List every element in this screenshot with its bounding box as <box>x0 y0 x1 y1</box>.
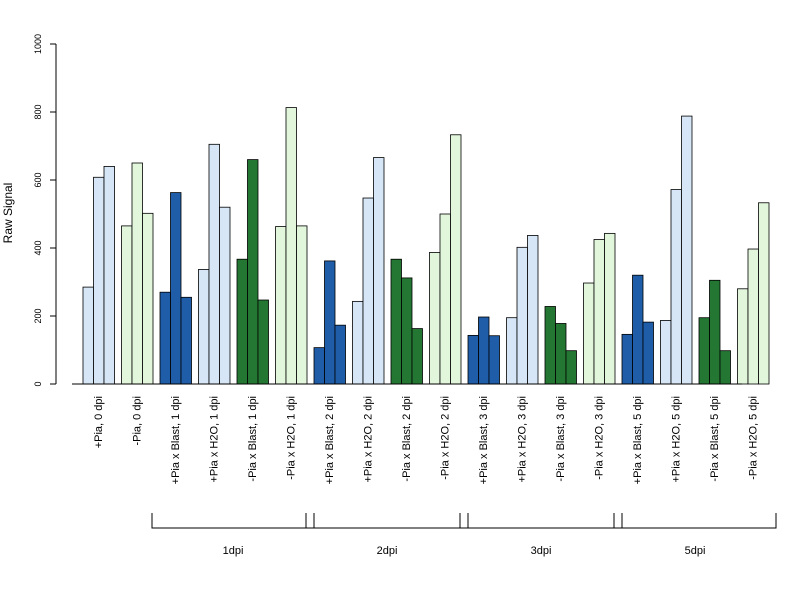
bar <box>527 235 539 385</box>
bar <box>208 143 220 385</box>
x-tick-label: +Pia, 0 dpi <box>93 396 105 448</box>
bar <box>121 225 133 385</box>
y-tick-label: 200 <box>33 308 43 323</box>
bar <box>506 317 518 385</box>
bar <box>429 252 441 385</box>
bracket <box>305 513 469 529</box>
x-tick-labels: +Pia, 0 dpi -Pia, 0 dpi +Pia x Blast, 1 dp… <box>93 396 760 484</box>
bar <box>313 347 325 385</box>
x-tick-label: +Pia x Blast, 5 dpi <box>632 396 644 484</box>
x-tick-label: +Pia x H2O, 5 dpi <box>670 396 682 483</box>
x-tick-label: -Pia x H2O, 3 dpi <box>593 396 605 480</box>
x-tick-label: +Pia x Blast, 2 dpi <box>324 396 336 484</box>
x-tick-label: -Pia x H2O, 5 dpi <box>747 396 759 480</box>
bar <box>632 274 644 385</box>
bracket <box>613 513 777 529</box>
y-tick-label: 0 <box>33 381 43 386</box>
bracket-label: 1dpi <box>223 545 244 557</box>
x-tick-label: +Pia x Blast, 3 dpi <box>478 396 490 484</box>
bar <box>236 258 248 385</box>
y-axis-label: Raw Signal <box>1 183 15 244</box>
x-tick-label: -Pia, 0 dpi <box>131 396 143 446</box>
bar <box>604 232 616 385</box>
bar <box>642 321 654 385</box>
bar <box>142 212 154 385</box>
bar <box>555 323 567 385</box>
bar <box>390 258 402 385</box>
bracket-label: 2dpi <box>377 545 398 557</box>
x-tick-label: -Pia x H2O, 2 dpi <box>439 396 451 480</box>
bracket-label: 5dpi <box>685 545 706 557</box>
y-tick-label: 800 <box>33 104 43 119</box>
x-tick-label: -Pia x Blast, 1 dpi <box>247 396 259 482</box>
bar <box>352 300 364 385</box>
brackets: 1dpi 2dpi 3dpi 5dpi <box>151 513 777 557</box>
bar <box>324 260 336 385</box>
y-axis: 0 200 400 600 800 1000 <box>33 34 57 387</box>
x-tick-label: +Pia x Blast, 1 dpi <box>170 396 182 484</box>
bar <box>660 320 672 385</box>
bar <box>439 213 451 385</box>
x-tick-label: -Pia x Blast, 5 dpi <box>709 396 721 482</box>
bar <box>334 324 346 385</box>
y-tick-label: 1000 <box>33 34 43 54</box>
x-tick-label: +Pia x H2O, 1 dpi <box>208 396 220 483</box>
bar <box>516 246 528 385</box>
bar <box>681 115 693 385</box>
bar <box>593 239 605 385</box>
bar <box>478 316 490 385</box>
bar <box>93 176 105 385</box>
bar <box>450 134 462 385</box>
bar <box>257 299 269 385</box>
bar <box>719 350 731 385</box>
x-tick-label: +Pia x H2O, 2 dpi <box>362 396 374 483</box>
bar <box>275 226 287 385</box>
bar <box>544 306 556 385</box>
bar <box>565 350 577 385</box>
bar <box>103 165 115 385</box>
bar <box>82 286 94 385</box>
bar <box>131 162 143 385</box>
bar <box>709 279 721 385</box>
bar <box>758 202 770 385</box>
bar <box>247 159 259 385</box>
x-tick-label: -Pia x H2O, 1 dpi <box>285 396 297 480</box>
bar <box>401 277 413 385</box>
bar <box>296 225 308 385</box>
bar <box>170 192 182 385</box>
bar <box>373 157 385 385</box>
bar <box>285 107 297 385</box>
bar <box>159 291 171 385</box>
bracket <box>151 513 315 529</box>
bar <box>698 317 710 385</box>
bar <box>670 189 682 385</box>
bar <box>488 335 500 385</box>
y-tick-label: 600 <box>33 172 43 187</box>
bracket-label: 3dpi <box>531 545 552 557</box>
x-tick-label: +Pia x H2O, 3 dpi <box>516 396 528 483</box>
x-tick-label: -Pia x Blast, 2 dpi <box>401 396 413 482</box>
bars <box>82 107 770 385</box>
bar <box>747 248 759 385</box>
bar <box>621 333 633 385</box>
bar <box>180 296 192 385</box>
bar <box>737 288 749 385</box>
x-tick-label: -Pia x Blast, 3 dpi <box>555 396 567 482</box>
bar <box>411 328 423 385</box>
bar <box>198 269 210 385</box>
bar <box>362 197 374 385</box>
bracket <box>459 513 623 529</box>
bar <box>219 206 231 385</box>
bar <box>583 282 595 385</box>
bar <box>467 334 479 385</box>
y-tick-label: 400 <box>33 240 43 255</box>
